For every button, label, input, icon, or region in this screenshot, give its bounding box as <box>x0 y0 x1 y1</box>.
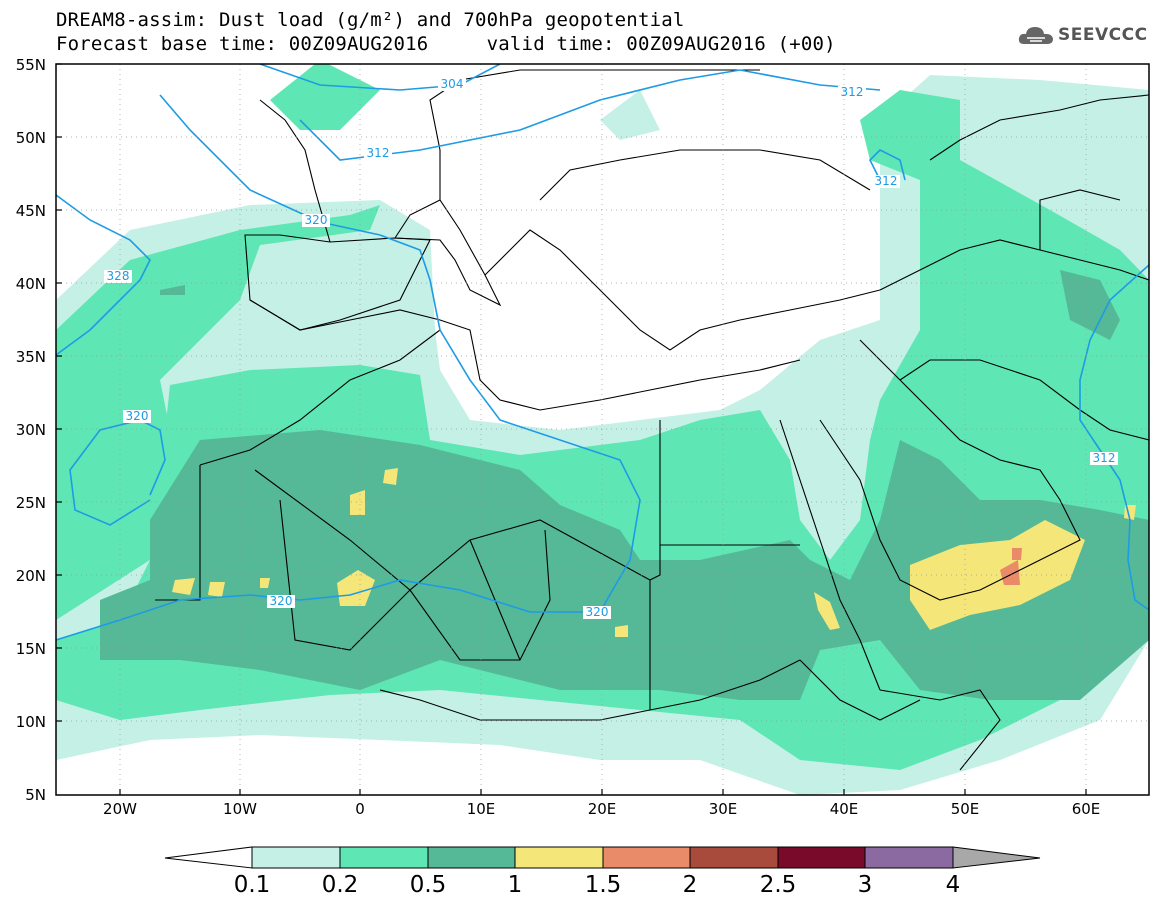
contour-label: 304 <box>441 77 464 91</box>
dust-region-yellow <box>172 468 1136 637</box>
lat-label: 5N <box>25 786 46 804</box>
contour-label: 320 <box>270 594 293 608</box>
contour-label: 320 <box>126 409 149 423</box>
lat-label: 20N <box>15 567 46 585</box>
colorbar-label: 0.1 <box>233 872 271 898</box>
lat-label: 55N <box>15 56 46 74</box>
graticule <box>56 64 1149 795</box>
contour-label: 328 <box>107 269 130 283</box>
lon-label: 20E <box>587 800 617 818</box>
lon-label: 40E <box>829 800 859 818</box>
lon-label: 10E <box>466 800 496 818</box>
colorbar-label: 2 <box>682 872 698 898</box>
colorbar-swatch <box>602 846 691 869</box>
lon-label: 60E <box>1071 800 1101 818</box>
colorbar-swatch <box>251 846 341 869</box>
contour-label: 312 <box>367 146 390 160</box>
lat-label: 10N <box>15 713 46 731</box>
colorbar-over-arrow <box>952 846 1041 869</box>
cloud-logo-icon <box>1018 27 1053 44</box>
colorbar-under-arrow <box>164 846 253 869</box>
logo-text: SEEVCCC <box>1058 25 1148 45</box>
contour-label: 312 <box>1093 451 1116 465</box>
lat-label: 35N <box>15 348 46 366</box>
lon-label: 0 <box>355 800 365 818</box>
lat-label: 40N <box>15 275 46 293</box>
lat-label: 50N <box>15 129 46 147</box>
lat-label: 45N <box>15 202 46 220</box>
colorbar-swatch <box>514 846 604 869</box>
colorbar-label: 1.5 <box>584 872 622 898</box>
contour-label: 312 <box>841 85 864 99</box>
colorbar-swatch <box>777 846 866 869</box>
axis-ticks <box>56 63 1087 795</box>
colorbar-swatch <box>864 846 954 869</box>
colorbar-label: 3 <box>857 872 873 898</box>
contour-label: 320 <box>305 213 328 227</box>
dust-region-orange <box>1000 548 1022 585</box>
lon-label: 20W <box>103 800 137 818</box>
contour-labels: 304 312 312 312 312 320 320 320 320 328 <box>104 77 1118 619</box>
colorbar-swatch <box>339 846 429 869</box>
map-title: DREAM8-assim: Dust load (g/m²) and 700hP… <box>56 9 685 31</box>
lat-label: 30N <box>15 421 46 439</box>
colorbar-swatch <box>689 846 779 869</box>
colorbar-label: 1 <box>507 872 523 898</box>
lat-label: 15N <box>15 640 46 658</box>
colorbar <box>164 846 1041 869</box>
colorbar-swatch <box>427 846 516 869</box>
map-subtitle: Forecast base time: 00Z09AUG2016 valid t… <box>56 33 836 55</box>
colorbar-label: 4 <box>945 872 961 898</box>
lon-label: 30E <box>708 800 738 818</box>
country-borders <box>155 69 1149 771</box>
colorbar-label: 0.2 <box>321 872 359 898</box>
colorbar-label: 0.5 <box>409 872 447 898</box>
lon-label: 50E <box>950 800 980 818</box>
lon-label: 10W <box>223 800 257 818</box>
seevccc-logo: SEEVCCC <box>1018 24 1148 46</box>
colorbar-label: 2.5 <box>759 872 797 898</box>
lat-label: 25N <box>15 494 46 512</box>
contour-label: 312 <box>875 174 898 188</box>
contour-label: 320 <box>586 605 609 619</box>
